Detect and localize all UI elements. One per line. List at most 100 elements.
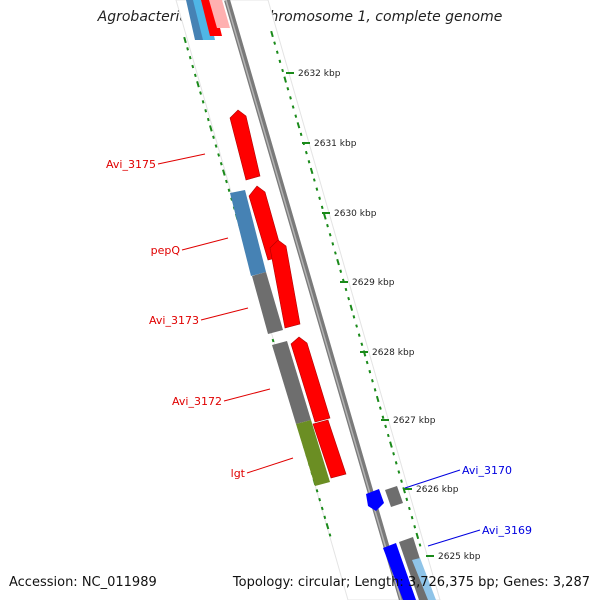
tick-mark xyxy=(325,523,330,530)
tick-mark xyxy=(334,251,337,255)
gene-label[interactable]: lgt xyxy=(231,467,246,480)
gene-lgt-arrow[interactable] xyxy=(312,419,347,479)
tick-mark xyxy=(347,296,351,301)
tick-mark xyxy=(294,114,298,118)
scale-label: 2625 kbp xyxy=(438,552,481,562)
tick-mark xyxy=(199,91,202,95)
cds-avi-3170-gray[interactable] xyxy=(385,486,403,507)
outer-tick-track xyxy=(270,30,422,547)
gene-label[interactable]: Avi_3175 xyxy=(106,158,156,171)
scale-labels: 2632 kbp 2631 kbp 2630 kbp 2629 kbp 2628 kbp… xyxy=(286,69,481,562)
cds-lgt[interactable] xyxy=(296,420,330,486)
tick-mark xyxy=(418,543,422,547)
tick-mark xyxy=(320,205,324,210)
gene-label[interactable]: Avi_3173 xyxy=(149,314,199,327)
tick-mark xyxy=(275,50,279,54)
tick-mark xyxy=(368,369,372,374)
gene-avi-3169-arrow[interactable] xyxy=(383,543,416,600)
tick-mark xyxy=(273,41,277,45)
scale-label: 2628 kbp xyxy=(372,348,415,358)
tick-mark xyxy=(212,135,215,139)
tick-mark xyxy=(378,406,382,410)
accession-text: Accession: NC_011989 xyxy=(9,575,157,590)
tick-mark xyxy=(204,109,208,113)
tick-mark xyxy=(206,117,210,122)
gene-label[interactable]: pepQ xyxy=(151,244,181,257)
tick-mark xyxy=(209,125,213,132)
tick-mark xyxy=(371,379,374,383)
gene-avi-3175-arrow[interactable] xyxy=(229,109,261,181)
tick-mark xyxy=(289,96,292,100)
gene-leader-line xyxy=(157,153,206,165)
gene-avi-3173-arrow[interactable] xyxy=(269,239,301,329)
gene-label[interactable]: Avi_3172 xyxy=(172,395,222,408)
gene-leader-line xyxy=(246,457,294,474)
scale-label: 2627 kbp xyxy=(393,416,436,426)
tick-mark xyxy=(386,433,390,438)
genome-summary-text: Topology: circular; Length: 3,726,375 bp… xyxy=(232,575,590,590)
tick-mark xyxy=(315,489,319,493)
cds-avi-3173[interactable] xyxy=(252,272,283,334)
tick-mark xyxy=(191,64,195,69)
tick-mark xyxy=(183,36,187,44)
tick-mark xyxy=(400,479,403,483)
tick-mark xyxy=(193,73,197,78)
tick-mark xyxy=(222,169,226,176)
scale-label: 2626 kbp xyxy=(416,485,459,495)
tick-mark xyxy=(344,287,348,292)
tick-mark xyxy=(320,506,324,511)
tick-mark xyxy=(186,47,189,51)
cds-avi-3172[interactable] xyxy=(272,341,311,424)
tick-mark xyxy=(304,150,308,155)
cds-bottom-lightblue xyxy=(412,558,436,600)
tick-mark xyxy=(318,497,322,502)
gene-avi-3170-arrow[interactable] xyxy=(366,489,384,511)
gene-leader-line xyxy=(427,529,481,547)
tick-mark xyxy=(365,360,369,365)
gene-label[interactable]: Avi_3169 xyxy=(482,524,532,537)
gene-label[interactable]: Avi_3170 xyxy=(462,464,512,477)
tick-mark xyxy=(299,132,303,137)
cds-pepq[interactable] xyxy=(230,190,266,276)
tick-mark xyxy=(278,59,282,64)
tick-mark xyxy=(352,315,356,319)
tick-mark xyxy=(326,223,329,228)
gene-avi-3172-arrow[interactable] xyxy=(290,336,331,423)
gene-leader-line xyxy=(181,237,229,251)
tick-mark xyxy=(408,506,411,511)
tick-mark xyxy=(217,153,221,157)
tick-mark xyxy=(307,160,311,164)
tick-mark xyxy=(389,441,393,448)
gene-track xyxy=(201,0,416,600)
tick-mark xyxy=(271,338,275,343)
tick-mark xyxy=(402,487,406,494)
gene-pepq-arrow[interactable] xyxy=(248,185,284,261)
tick-mark xyxy=(281,68,284,73)
tick-mark xyxy=(323,213,327,220)
tick-mark xyxy=(323,515,327,520)
tick-mark xyxy=(373,388,377,392)
tick-mark xyxy=(309,167,314,175)
tick-mark xyxy=(339,269,343,273)
tick-mark xyxy=(413,525,417,529)
tick-mark xyxy=(315,187,319,191)
tick-mark xyxy=(384,424,388,429)
tick-mark xyxy=(355,324,358,328)
tick-mark xyxy=(283,76,287,83)
tick-mark xyxy=(312,178,316,182)
tick-mark xyxy=(188,55,192,60)
tick-mark xyxy=(328,533,332,537)
tick-mark xyxy=(360,342,364,346)
scale-label: 2629 kbp xyxy=(352,278,395,288)
backbone-band xyxy=(175,0,441,600)
tick-mark xyxy=(336,258,340,266)
tick-mark xyxy=(349,304,354,311)
tick-mark xyxy=(296,122,301,129)
scale-label: 2632 kbp xyxy=(298,69,341,79)
tick-mark xyxy=(227,188,231,192)
tick-mark xyxy=(225,179,228,184)
gene-leader-line xyxy=(404,469,461,489)
gene-leader-line xyxy=(223,388,271,402)
tick-mark xyxy=(397,470,401,474)
